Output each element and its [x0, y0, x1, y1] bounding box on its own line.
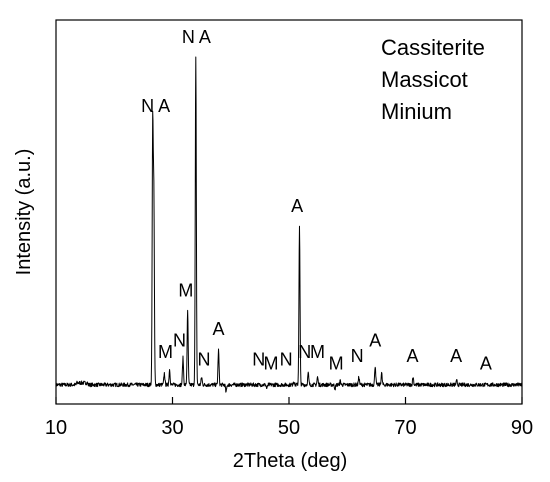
peak-label: A: [369, 330, 381, 350]
peak-label: N: [298, 342, 311, 362]
x-tick-label: 50: [278, 417, 300, 439]
peak-label: N: [197, 350, 210, 370]
y-axis-label: Intensity (a.u.): [13, 149, 35, 276]
legend-entry-cassiterite: Cassiterite: [381, 35, 485, 60]
peak-label: N: [280, 350, 293, 370]
peak-label: N: [351, 346, 364, 366]
legend: Cassiterite Massicot Minium: [381, 35, 485, 124]
x-tick-label: 90: [511, 417, 533, 439]
peak-label: A: [406, 346, 418, 366]
peak-label: M: [310, 342, 325, 362]
peak-label: M: [263, 353, 278, 373]
peak-label: A: [291, 196, 303, 216]
peak-label: M: [158, 342, 173, 362]
x-axis-ticks: [55, 397, 523, 404]
x-tick-label: 30: [161, 417, 183, 439]
peak-label: N A: [182, 27, 211, 47]
legend-entry-massicot: Massicot: [381, 67, 468, 92]
peak-label: N: [252, 350, 265, 370]
peak-label: A: [213, 319, 225, 339]
x-axis-tick-labels: 10 30 50 70 90: [45, 417, 533, 439]
x-tick-label: 70: [394, 417, 416, 439]
peak-label: M: [329, 353, 344, 373]
peak-label: A: [450, 346, 462, 366]
peak-label: M: [178, 280, 193, 300]
x-axis-label: 2Theta (deg): [233, 450, 348, 472]
legend-entry-minium: Minium: [381, 99, 452, 124]
peak-label: N A: [141, 96, 170, 116]
peak-label: N: [173, 330, 186, 350]
peak-label: A: [480, 353, 492, 373]
x-tick-label: 10: [45, 417, 67, 439]
xrd-pattern-line: [55, 56, 523, 393]
